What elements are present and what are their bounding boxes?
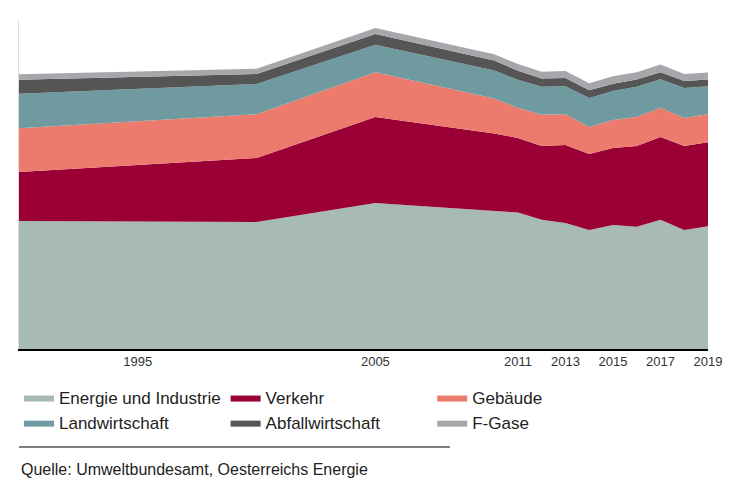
svg-text:Abfallwirtschaft: Abfallwirtschaft [266, 414, 381, 433]
svg-text:2013: 2013 [551, 354, 580, 369]
svg-text:2015: 2015 [599, 354, 628, 369]
svg-text:2011: 2011 [504, 354, 532, 369]
svg-text:Gebäude: Gebäude [472, 389, 542, 408]
svg-text:1995: 1995 [123, 354, 152, 369]
svg-text:F-Gase: F-Gase [472, 414, 529, 433]
svg-text:2017: 2017 [646, 354, 675, 369]
svg-text:Verkehr: Verkehr [266, 389, 325, 408]
svg-text:2005: 2005 [361, 354, 390, 369]
svg-text:Energie und Industrie: Energie und Industrie [59, 389, 221, 408]
svg-text:Quelle: Umweltbundesamt, Oeste: Quelle: Umweltbundesamt, Oesterreichs En… [21, 461, 368, 478]
svg-text:2019: 2019 [694, 354, 723, 369]
svg-text:Landwirtschaft: Landwirtschaft [59, 414, 169, 433]
